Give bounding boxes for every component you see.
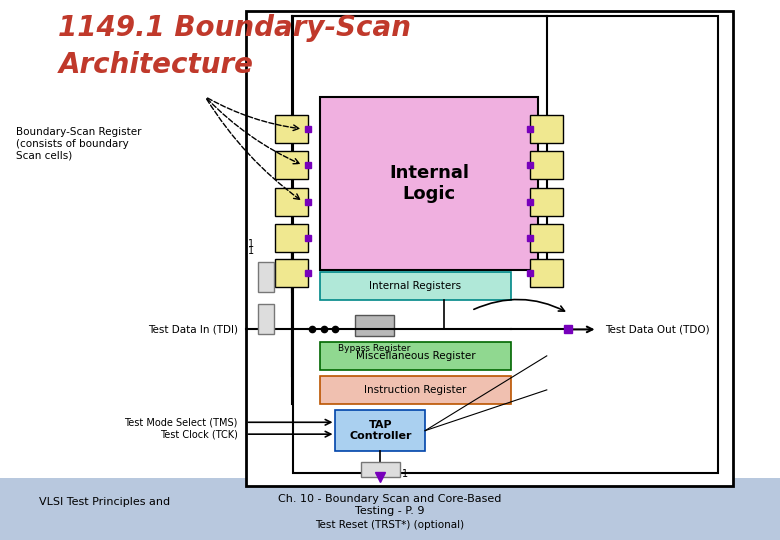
Bar <box>275 115 308 143</box>
Bar <box>335 410 425 451</box>
Text: Test Data Out (TDO): Test Data Out (TDO) <box>605 325 710 334</box>
Bar <box>258 262 274 292</box>
Bar <box>0 478 780 540</box>
Bar <box>275 259 308 287</box>
Text: Internal
Logic: Internal Logic <box>389 164 469 203</box>
Text: Boundary-Scan Register
(consists of boundary
Scan cells): Boundary-Scan Register (consists of boun… <box>16 127 141 160</box>
Bar <box>530 259 563 287</box>
Bar <box>275 151 308 179</box>
Text: Test Clock (TCK): Test Clock (TCK) <box>160 429 238 439</box>
Bar <box>355 315 394 336</box>
Text: 1149.1 Boundary-Scan: 1149.1 Boundary-Scan <box>58 14 412 42</box>
Bar <box>530 115 563 143</box>
Text: Miscellaneous Register: Miscellaneous Register <box>356 351 475 361</box>
Bar <box>275 224 308 252</box>
Text: 1: 1 <box>402 469 408 479</box>
Text: 1: 1 <box>248 239 254 249</box>
Text: VLSI Test Principles and: VLSI Test Principles and <box>39 497 170 507</box>
Bar <box>530 151 563 179</box>
Bar <box>530 224 563 252</box>
Text: Test Mode Select (TMS): Test Mode Select (TMS) <box>125 417 238 427</box>
Text: Architecture: Architecture <box>58 51 254 79</box>
Bar <box>292 16 718 472</box>
Text: Instruction Register: Instruction Register <box>364 385 466 395</box>
Bar <box>320 272 511 300</box>
Text: Internal Registers: Internal Registers <box>369 281 462 291</box>
Bar <box>275 188 308 216</box>
Bar <box>320 376 511 404</box>
Bar <box>530 188 563 216</box>
Bar <box>360 462 399 477</box>
Text: 1: 1 <box>248 246 254 256</box>
Text: Test Data In (TDI): Test Data In (TDI) <box>148 325 238 334</box>
Bar <box>258 304 274 334</box>
Text: Test Reset (TRST*) (optional): Test Reset (TRST*) (optional) <box>315 520 465 530</box>
Text: Bypass Register: Bypass Register <box>339 344 410 353</box>
Text: TAP
Controller: TAP Controller <box>349 420 412 442</box>
Bar <box>320 97 538 270</box>
Bar <box>320 342 511 370</box>
Text: Ch. 10 - Boundary Scan and Core-Based
Testing - P. 9: Ch. 10 - Boundary Scan and Core-Based Te… <box>278 494 502 516</box>
Bar <box>246 11 733 486</box>
